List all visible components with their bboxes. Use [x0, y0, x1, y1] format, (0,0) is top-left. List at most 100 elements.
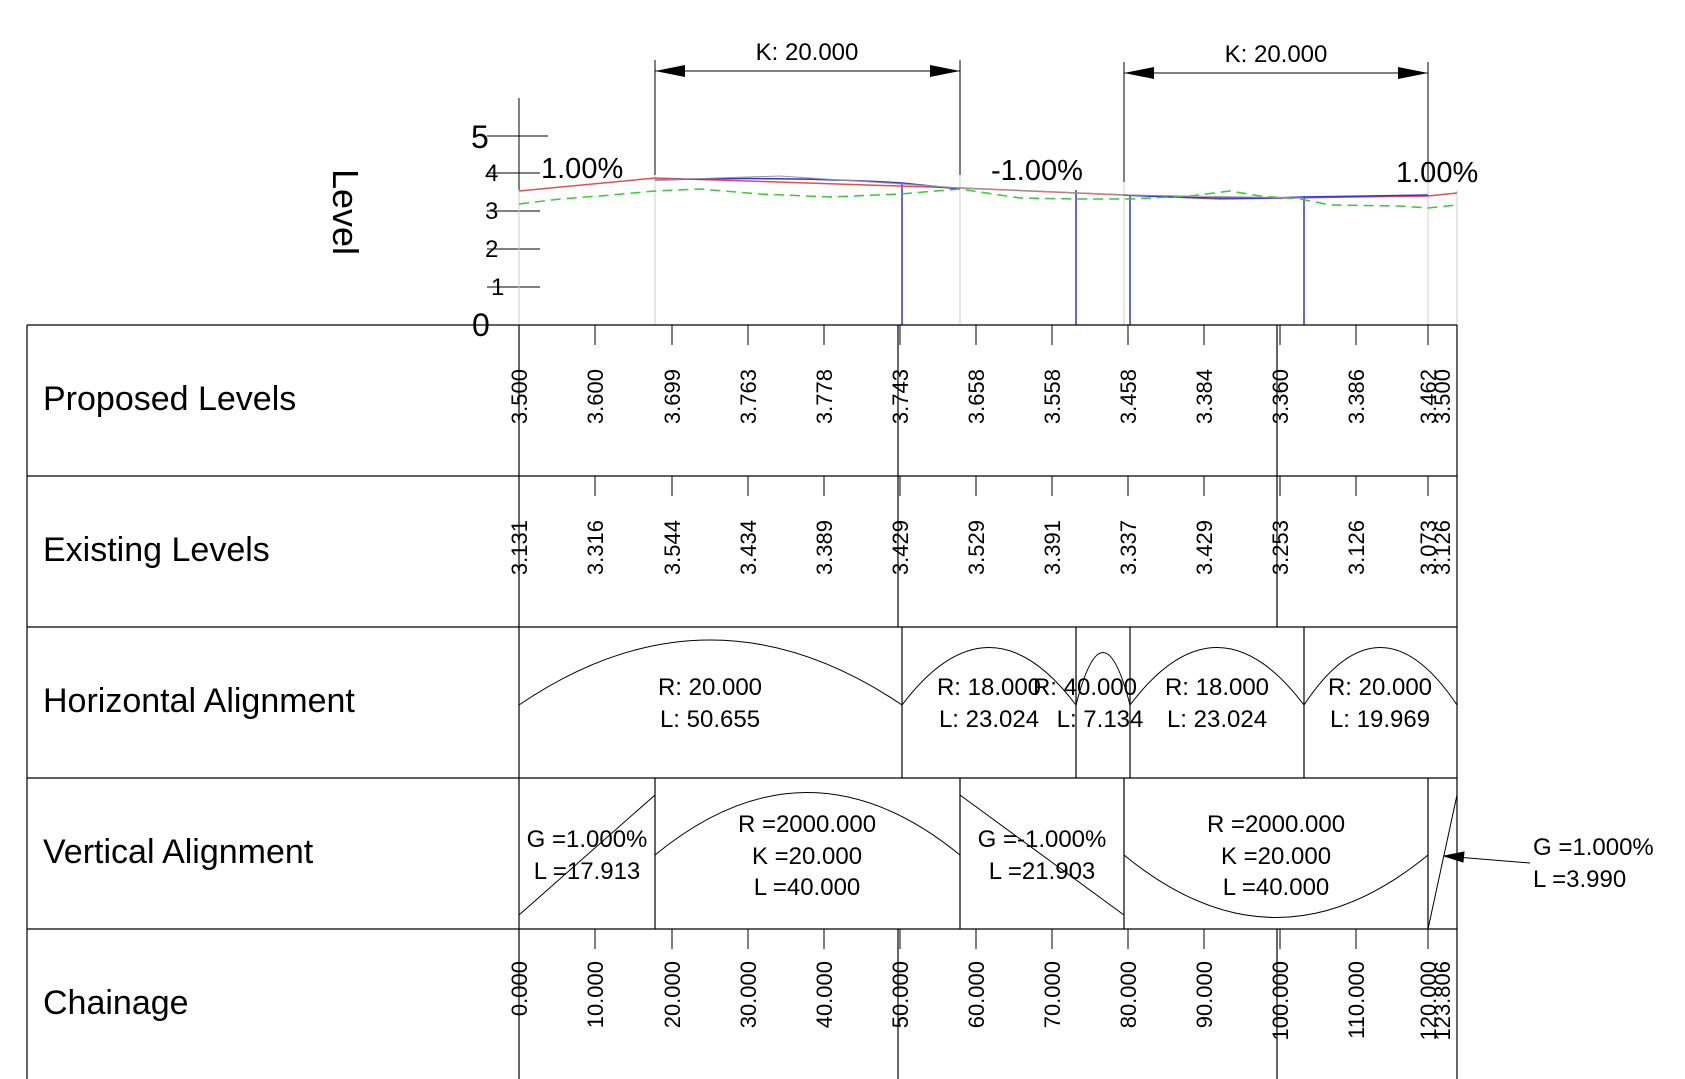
axis-title: Level: [325, 169, 366, 255]
chainage-value: 120.000: [1416, 961, 1441, 1041]
axis-label-4: 4: [485, 160, 498, 187]
v-seg-4-line2: K =20.000: [1221, 843, 1331, 870]
axis-ticks: [487, 135, 548, 288]
h-arc-4: [1129, 647, 1305, 706]
h-seg-4-r: R: 18.000: [1165, 674, 1269, 701]
proposed-value: 3.360: [1268, 369, 1293, 424]
proposed-value: 3.384: [1192, 369, 1217, 424]
chainage-value: 10.000: [583, 961, 608, 1028]
h-arc-5: [1303, 647, 1458, 706]
existing-value: 3.253: [1268, 520, 1293, 575]
existing-value: 3.434: [736, 520, 761, 575]
chainage-value: 123.806: [1430, 961, 1455, 1041]
chainage-value: 80.000: [1116, 961, 1141, 1028]
axis-label-1: 1: [491, 274, 504, 301]
vertical-segment-labels: G =1.000% L =17.913 R =2000.000 K =20.00…: [527, 811, 1654, 901]
v-seg-1-line2: L =17.913: [534, 858, 641, 885]
h-seg-2-l: L: 23.024: [939, 706, 1039, 733]
proposed-value: 3.743: [888, 369, 913, 424]
proposed-value: 3.500: [507, 369, 532, 424]
k-dimension-2-label: K: 20.000: [1225, 41, 1328, 68]
h-arc-3: [1075, 652, 1131, 706]
h-seg-1-l: L: 50.655: [660, 706, 760, 733]
existing-value: 3.073: [1416, 520, 1441, 575]
v-seg-3-line1: G =-1.000%: [978, 826, 1107, 853]
h-seg-5-l: L: 19.969: [1330, 706, 1430, 733]
existing-values: 3.131 3.316 3.544 3.434 3.389 3.429 3.529 3.391…: [507, 476, 1455, 575]
h-seg-4-l: L: 23.024: [1167, 706, 1267, 733]
v-seg-2-line3: L =40.000: [754, 874, 861, 901]
proposed-value: 3.386: [1344, 369, 1369, 424]
existing-value: 3.126: [1430, 520, 1455, 575]
v-curve-2: [1123, 854, 1429, 918]
chainage-value: 0.000: [507, 961, 532, 1016]
k-dimension-2: [1123, 62, 1429, 198]
proposed-value: 3.778: [812, 369, 837, 424]
proposed-levels-line: [518, 177, 1458, 200]
grade-label-2: -1.00%: [991, 155, 1083, 187]
axis-label-3: 3: [485, 198, 498, 225]
v-seg-5-line1: G =1.000%: [1533, 834, 1654, 861]
v-grade-2-line: [959, 794, 1125, 916]
v-seg-2-line2: K =20.000: [752, 843, 862, 870]
h-seg-3-l: L: 7.134: [1057, 706, 1144, 733]
existing-value: 3.429: [888, 520, 913, 575]
k-dimension-1: [654, 60, 961, 195]
axis-label-5: 5: [471, 119, 489, 155]
chainage-value: 110.000: [1344, 961, 1369, 1039]
v-grade-3-line: [1427, 794, 1458, 930]
chainage-values: 0.000 10.000 20.000 30.000 40.000 50.000 60.00…: [507, 929, 1455, 1041]
row-label-horizontal: Horizontal Alignment: [43, 682, 355, 720]
existing-value: 3.389: [812, 520, 837, 575]
chainage-value: 40.000: [812, 961, 837, 1028]
existing-ground-line: [518, 188, 1458, 209]
proposed-value: 3.600: [583, 369, 608, 424]
v-seg-1-line1: G =1.000%: [527, 826, 648, 853]
v-seg-5-line2: L =3.990: [1533, 866, 1626, 893]
proposed-value: 3.458: [1116, 369, 1141, 424]
existing-value: 3.316: [583, 520, 608, 575]
proposed-value: 3.658: [964, 369, 989, 424]
proposed-value: 3.500: [1430, 369, 1455, 424]
v-seg-4-line1: R =2000.000: [1207, 811, 1345, 838]
vip-guides: [518, 175, 1458, 325]
chainage-value: 30.000: [736, 961, 761, 1028]
chainage-value: 60.000: [964, 961, 989, 1028]
axis-labels: 5 4 3 2 1 0: [471, 119, 504, 343]
horizontal-segment-labels: R: 20.000 L: 50.655 R: 18.000 L: 23.024 …: [658, 674, 1432, 733]
chainage-value: 90.000: [1192, 961, 1217, 1028]
horizontal-ip-markers: [901, 184, 1305, 325]
row-label-chainage: Chainage: [43, 984, 189, 1022]
chainage-value: 100.000: [1268, 961, 1293, 1041]
vertical-shapes: [518, 792, 1531, 930]
existing-value: 3.337: [1116, 520, 1141, 575]
v-seg-3-line2: L =21.903: [989, 858, 1096, 885]
existing-value: 3.391: [1040, 520, 1065, 575]
existing-value: 3.529: [964, 520, 989, 575]
v-grade-1-line: [518, 794, 656, 916]
proposed-value: 3.558: [1040, 369, 1065, 424]
proposed-value: 3.763: [736, 369, 761, 424]
grade-label-1: 1.00%: [541, 153, 623, 185]
existing-value: 3.131: [507, 520, 532, 575]
v-leader-arrow: [1443, 851, 1465, 863]
proposed-value: 3.699: [660, 369, 685, 424]
horizontal-arcs: [518, 639, 1458, 706]
existing-value: 3.126: [1344, 520, 1369, 575]
chainage-value: 70.000: [1040, 961, 1065, 1028]
v-seg-2-line1: R =2000.000: [738, 811, 876, 838]
axis-label-2: 2: [485, 236, 498, 263]
k-dimension-1-label: K: 20.000: [756, 39, 859, 66]
chainage-value: 50.000: [888, 961, 913, 1028]
row-label-vertical: Vertical Alignment: [43, 833, 314, 871]
h-arc-2: [901, 647, 1077, 706]
row-label-existing: Existing Levels: [43, 531, 270, 569]
existing-value: 3.544: [660, 520, 685, 575]
h-seg-5-r: R: 20.000: [1328, 674, 1432, 701]
grade-label-3: 1.00%: [1396, 157, 1478, 189]
band-table: [26, 324, 1458, 1079]
h-seg-2-r: R: 18.000: [937, 674, 1041, 701]
row-label-proposed: Proposed Levels: [43, 380, 296, 418]
chainage-value: 20.000: [660, 961, 685, 1028]
